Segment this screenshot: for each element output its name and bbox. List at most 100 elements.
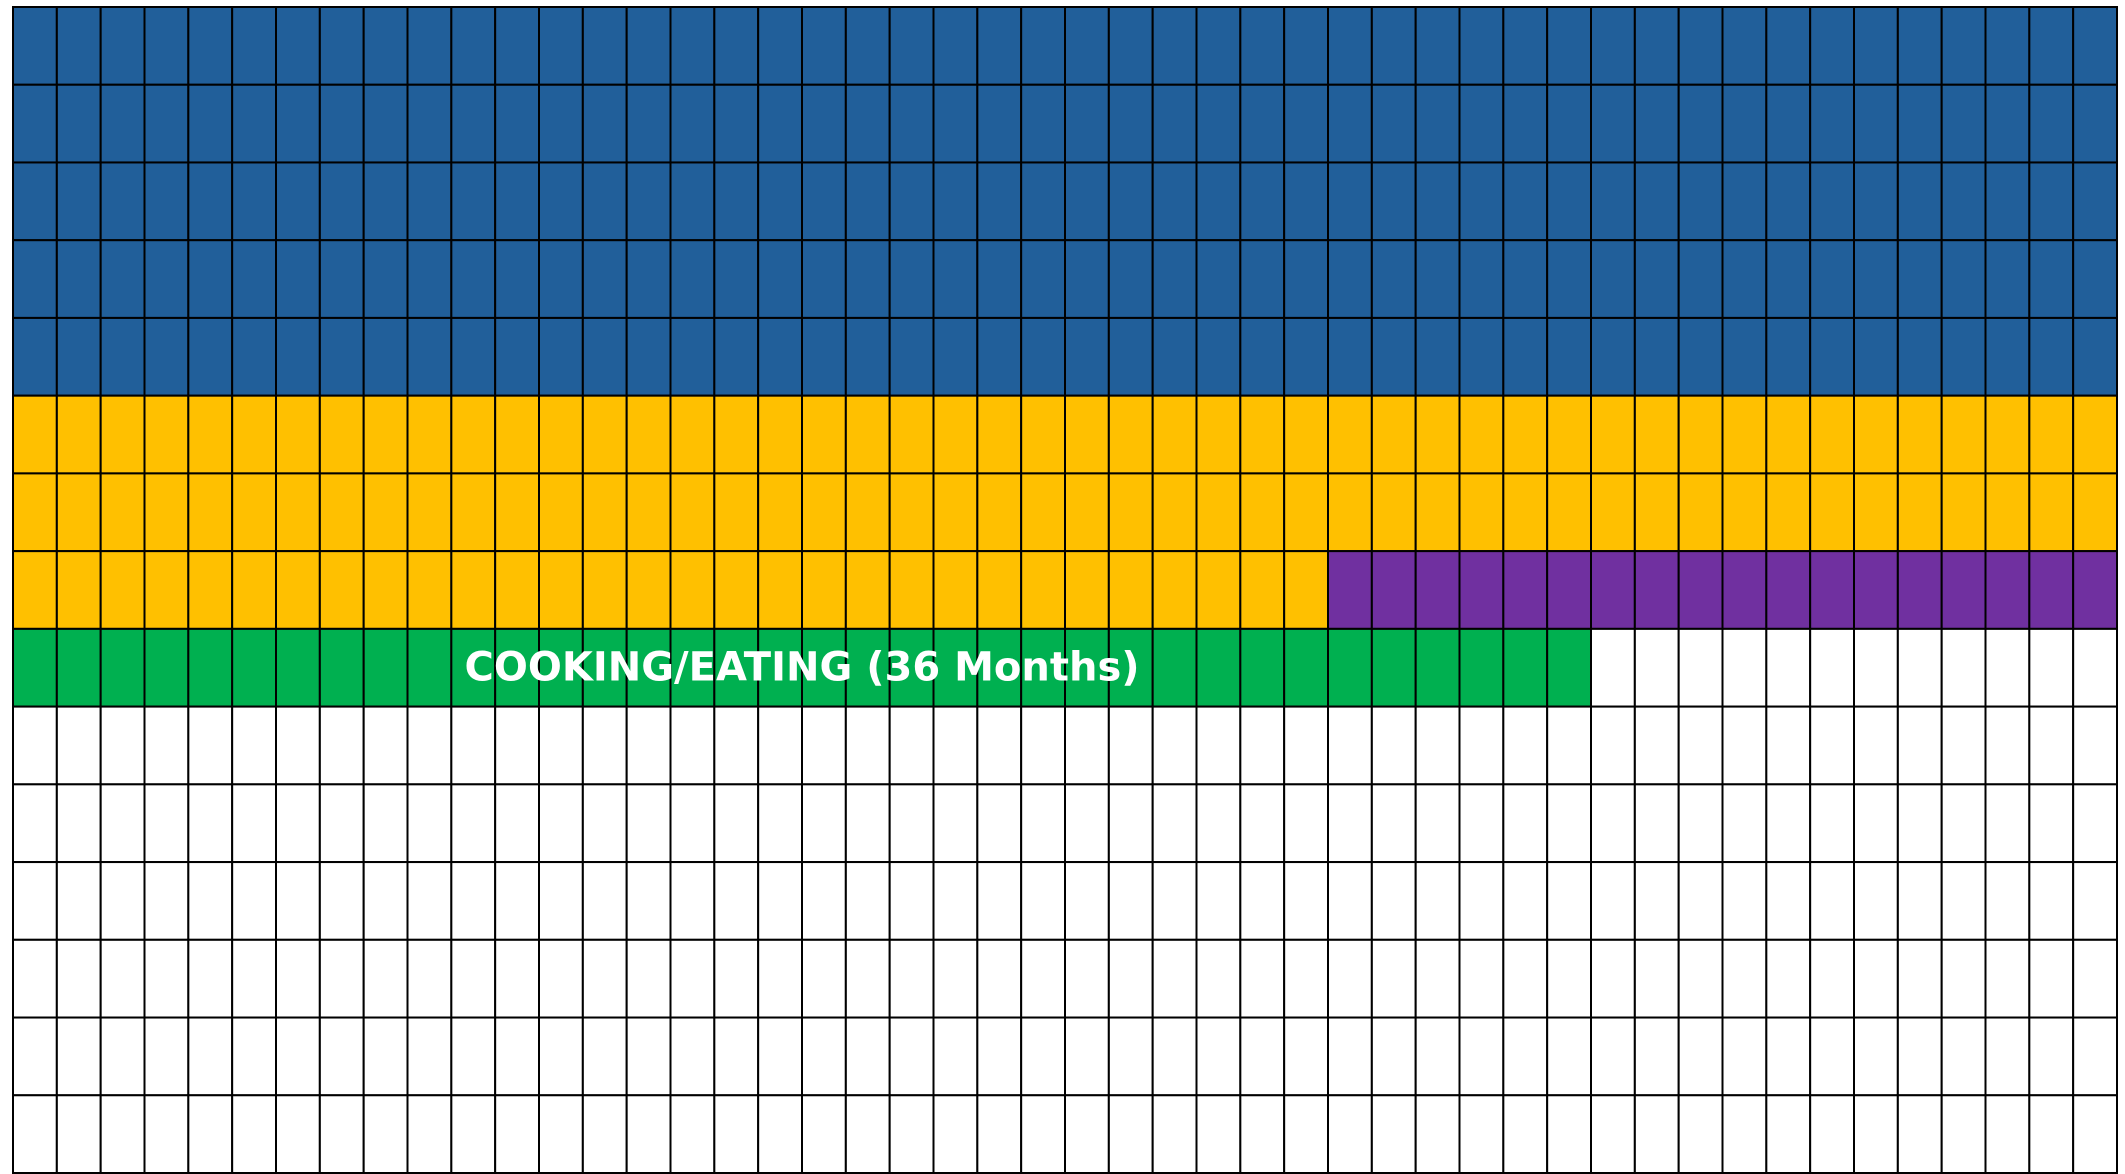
empty-cell [1940, 1016, 1987, 1097]
empty-cell [1546, 1094, 1592, 1174]
empty-cell [1020, 938, 1067, 1019]
cell [187, 316, 234, 397]
cell [1283, 161, 1329, 242]
cell [713, 316, 760, 397]
cell [12, 161, 58, 242]
cell [713, 239, 760, 319]
cell [1677, 316, 1724, 397]
empty-cell [1590, 1094, 1636, 1174]
empty-cell [1151, 783, 1198, 864]
cell [844, 550, 891, 630]
cell [1458, 83, 1505, 164]
cell [538, 83, 584, 164]
cell [976, 83, 1023, 164]
cell [1458, 627, 1505, 708]
cell [932, 161, 979, 242]
cell [1633, 83, 1680, 164]
empty-cell [1721, 783, 1768, 864]
empty-cell [669, 705, 716, 786]
cell [1809, 316, 1855, 397]
cell [1107, 316, 1154, 397]
cell [2028, 316, 2075, 397]
empty-cell [1020, 1094, 1067, 1174]
cell [231, 472, 278, 553]
cell [1414, 239, 1461, 319]
cell [1458, 550, 1505, 630]
empty-cell [231, 783, 278, 864]
empty-cell [1633, 627, 1680, 708]
cell [450, 627, 497, 708]
cell [1370, 6, 1417, 86]
cell [1809, 472, 1855, 553]
empty-cell [1809, 1094, 1855, 1174]
cell [1020, 550, 1067, 630]
empty-cell [888, 783, 935, 864]
cell [2028, 239, 2075, 319]
cell [932, 472, 979, 553]
empty-cell [844, 1094, 891, 1174]
cell [1633, 239, 1680, 319]
empty-cell [538, 1016, 584, 1097]
cell [1502, 83, 1549, 164]
cell [99, 83, 146, 164]
empty-cell [888, 1016, 935, 1097]
empty-cell [450, 1016, 497, 1097]
empty-cell [450, 783, 497, 864]
empty-cell [713, 1094, 760, 1174]
cell [1677, 394, 1724, 475]
cell [275, 316, 321, 397]
empty-cell [757, 861, 804, 941]
cell [844, 394, 891, 475]
cell [1283, 83, 1329, 164]
cell [1677, 83, 1724, 164]
cell [1721, 394, 1768, 475]
cell [1809, 550, 1855, 630]
empty-cell [55, 705, 102, 786]
cell [888, 316, 935, 397]
cell [1151, 472, 1198, 553]
cell [1370, 472, 1417, 553]
empty-cell [976, 861, 1023, 941]
empty-cell [1984, 783, 2031, 864]
cell [1590, 316, 1636, 397]
empty-cell [1370, 1094, 1417, 1174]
cell [231, 6, 278, 86]
empty-cell [231, 938, 278, 1019]
cell [1633, 316, 1680, 397]
cell [757, 550, 804, 630]
empty-cell [362, 705, 409, 786]
empty-cell [1151, 938, 1198, 1019]
empty-cell [99, 861, 146, 941]
empty-cell [888, 861, 935, 941]
empty-cell [1765, 861, 1812, 941]
empty-cell [1414, 1094, 1461, 1174]
empty-cell [2028, 783, 2075, 864]
cell [1107, 394, 1154, 475]
cell [1239, 83, 1286, 164]
empty-cell [1546, 1016, 1592, 1097]
empty-cell [2072, 783, 2119, 864]
cell [1633, 161, 1680, 242]
empty-cell [1239, 783, 1286, 864]
cell [1020, 316, 1067, 397]
cell [99, 394, 146, 475]
cell [1546, 83, 1592, 164]
cell [581, 161, 628, 242]
cell [1896, 6, 1943, 86]
cell [1195, 83, 1242, 164]
empty-cell [1283, 705, 1329, 786]
cell [99, 550, 146, 630]
empty-cell [976, 1016, 1023, 1097]
cell [1151, 6, 1198, 86]
empty-cell [713, 705, 760, 786]
empty-cell [2072, 627, 2119, 708]
empty-cell [1940, 783, 1987, 864]
empty-cell [844, 1016, 891, 1097]
empty-cell [1107, 705, 1154, 786]
empty-cell [1940, 1094, 1987, 1174]
cell [976, 394, 1023, 475]
empty-cell [757, 1016, 804, 1097]
cell [801, 472, 847, 553]
cell [801, 550, 847, 630]
cell [844, 239, 891, 319]
